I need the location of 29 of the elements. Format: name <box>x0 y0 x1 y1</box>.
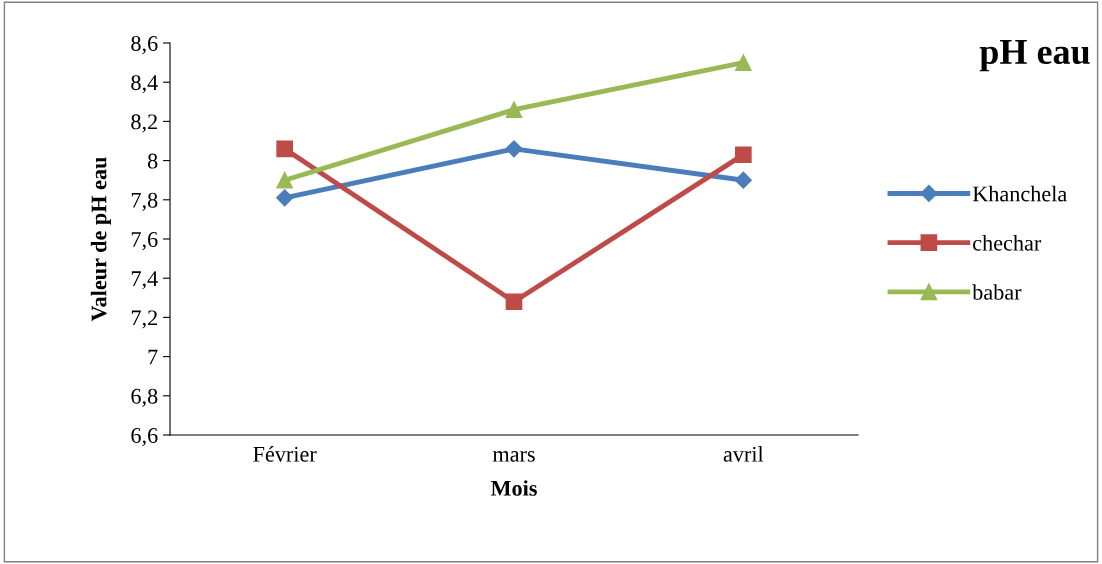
point <box>276 171 294 189</box>
x-axis-title: Mois <box>490 480 537 496</box>
legend-label: Khanchela <box>972 185 1067 202</box>
point <box>276 189 294 207</box>
point <box>734 146 752 164</box>
y-tick-label: 8,2 <box>131 114 157 133</box>
y-tick-label: 6,6 <box>131 427 158 447</box>
legend-label: chechar <box>973 234 1042 251</box>
point <box>734 54 752 71</box>
legend-label: babar <box>972 284 1022 300</box>
y-tick-label: 6,8 <box>131 388 158 407</box>
y-tick-label: 7,2 <box>131 310 157 329</box>
y-tick-label: 7,4 <box>131 271 158 290</box>
point <box>505 293 523 311</box>
x-tick-label: avril <box>723 446 764 462</box>
point <box>734 171 752 189</box>
y-axis-title: Valeur de pH eau <box>90 157 111 322</box>
x-tick-label: mars <box>492 451 535 462</box>
point <box>505 140 523 158</box>
point <box>505 101 523 118</box>
y-tick-label: 8,6 <box>131 35 158 55</box>
y-tick-label: 7 <box>148 349 158 365</box>
text: pH eau <box>979 40 1090 72</box>
point <box>276 140 294 158</box>
y-tick-label: 8 <box>147 153 158 169</box>
x-tick-label: Février <box>253 446 317 462</box>
y-tick-label: 8,4 <box>131 75 158 94</box>
y-tick-label: 7,6 <box>131 231 158 251</box>
y-tick-label: 7,8 <box>131 192 158 211</box>
